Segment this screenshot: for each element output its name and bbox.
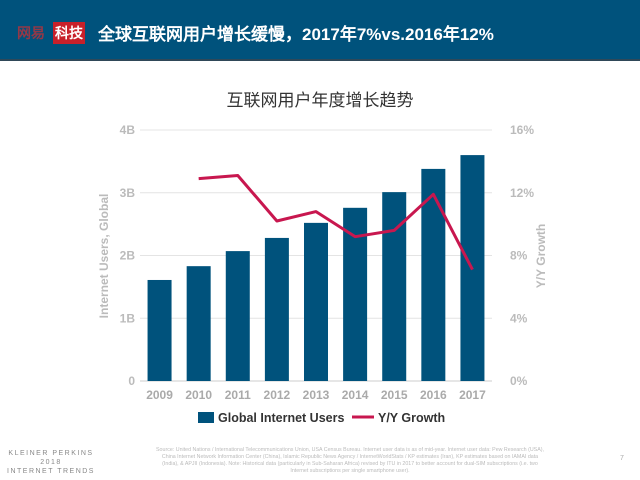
kp-brand-year: 2018 <box>40 459 62 466</box>
x-tick: 2014 <box>342 388 369 402</box>
y-tick-left: 1B <box>120 311 136 325</box>
page-number: 7 <box>620 455 624 462</box>
y-tick-left: 3B <box>120 186 136 200</box>
slide-title: 全球互联网用户增长缓慢，2017年7%vs.2016年12% <box>98 25 494 44</box>
legend-label-growth: Y/Y Growth <box>378 411 445 425</box>
y-tick-left: 2B <box>120 249 136 263</box>
kp-brand: KLEINER PERKINS 2018 INTERNET TRENDS <box>6 449 96 476</box>
x-tick: 2015 <box>381 388 408 402</box>
y-tick-right: 8% <box>510 249 528 263</box>
x-tick: 2012 <box>264 388 291 402</box>
x-tick: 2009 <box>146 388 173 402</box>
y-tick-right: 16% <box>510 123 534 137</box>
bar-2009 <box>147 279 172 381</box>
y-tick-right: 12% <box>510 186 534 200</box>
legend-bar-swatch <box>198 412 214 423</box>
y-axis-label-left: Internet Users, Global <box>97 194 111 319</box>
x-tick: 2010 <box>185 388 212 402</box>
x-tick: 2011 <box>225 388 251 402</box>
y-tick-left: 4B <box>120 123 136 137</box>
y-tick-right: 0% <box>510 374 528 388</box>
bar-2013 <box>304 222 328 381</box>
x-tick: 2013 <box>303 388 330 402</box>
kp-brand-line: KLEINER PERKINS <box>8 450 94 457</box>
bar-2016 <box>421 168 446 381</box>
x-tick: 2017 <box>459 388 486 402</box>
bar-2010 <box>186 266 211 381</box>
y-tick-right: 4% <box>510 311 528 325</box>
bar-2011 <box>225 251 250 381</box>
x-tick: 2016 <box>420 388 447 402</box>
source-note: Source: United Nations / International T… <box>156 447 544 474</box>
header-bar: 网易 科技 全球互联网用户增长缓慢，2017年7%vs.2016年12% <box>0 0 640 61</box>
kp-brand-line: INTERNET TRENDS <box>7 468 95 475</box>
bar-2014 <box>343 207 368 381</box>
chart-title: 互联网用户年度增长趋势 <box>226 91 414 110</box>
bar-2015 <box>382 192 407 381</box>
growth-line <box>198 173 474 271</box>
brand-logo-tech: 科技 <box>53 22 85 44</box>
legend-label-users: Global Internet Users <box>218 411 344 425</box>
y-tick-left: 0 <box>128 374 135 388</box>
chart: 0 0% 1B 4% 2B 8% 3B 12% 4B 16% 2009 2010 2011 2012 201… <box>97 123 548 425</box>
brand-logo-netease: 网易 <box>17 25 45 41</box>
bar-2012 <box>264 237 289 381</box>
y-axis-label-right: Y/Y Growth <box>534 224 548 288</box>
